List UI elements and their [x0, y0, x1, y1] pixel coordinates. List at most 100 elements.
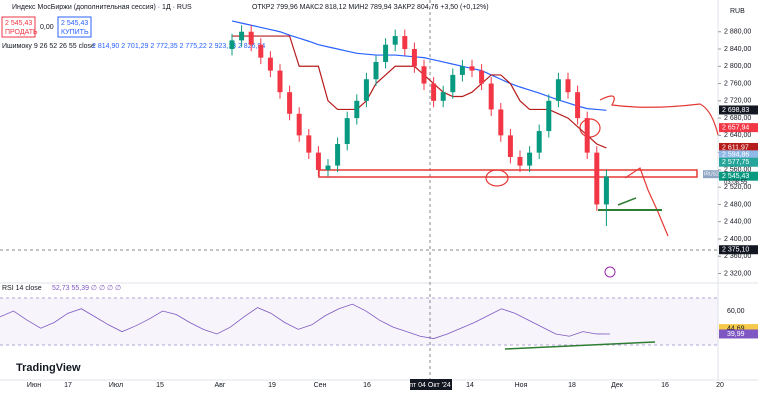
buy-button[interactable]: 2 545,43 КУПИТЬ: [57, 16, 92, 38]
candle-body: [488, 83, 494, 110]
sell-label[interactable]: ПРОДАТЬ: [5, 29, 38, 36]
price-tag: [719, 245, 758, 255]
price-tag-label: 2 545,43: [722, 173, 749, 180]
candle-body: [287, 92, 293, 114]
candle-body: [258, 44, 264, 58]
y-tick-label: 2 880,00: [724, 29, 751, 36]
spread: 0,00: [40, 24, 54, 31]
y-tick-label: 2 320,00: [724, 270, 751, 277]
candle-body: [440, 92, 446, 101]
rsi-trend: [504, 341, 656, 350]
price-tag-label: 2 594,86: [722, 152, 749, 159]
y-tick-label: 2 680,00: [724, 115, 751, 122]
candle-body: [267, 57, 273, 71]
price-tag: [719, 157, 758, 167]
price-tag-label: 2 698,83: [722, 107, 749, 114]
sell-button[interactable]: 2 545,43 ПРОДАТЬ: [1, 16, 38, 38]
title: Индекс МосБиржи (дополнительная сессия) …: [12, 4, 192, 11]
y-tick-label: 2 360,00: [724, 253, 751, 260]
y-tick-label: 2 720,00: [724, 98, 751, 105]
x-tick-label: 20: [716, 382, 724, 389]
countdown: 03:08:55: [724, 180, 748, 186]
x-tick-label: Ноя: [515, 382, 528, 389]
y-tick-label: 2 840,00: [724, 46, 751, 53]
buy-price[interactable]: 2 545,43: [61, 20, 88, 27]
candle-body: [335, 144, 341, 166]
symbol-tag-label: IRUS2: [704, 172, 719, 178]
y-tick-label: 2 400,00: [724, 236, 751, 243]
y-tick-label: 2 760,00: [724, 80, 751, 87]
sell-price[interactable]: 2 545,43: [5, 20, 32, 27]
candle-body: [594, 152, 600, 205]
x-tick-label: Сен: [314, 382, 327, 389]
candle-body: [383, 44, 389, 62]
rsi-tag: [719, 324, 758, 334]
candle-body: [239, 31, 245, 41]
candle-body: [229, 40, 235, 50]
price-tag: [719, 105, 758, 115]
y-tick-label: 2 440,00: [724, 219, 751, 226]
candle-body: [277, 70, 283, 93]
arrow: [617, 197, 637, 206]
buy-box[interactable]: [57, 16, 92, 38]
candle-body: [555, 79, 561, 101]
x-tick-label: 19: [268, 382, 276, 389]
candle-body: [527, 152, 533, 166]
x-tick-label: Авг: [215, 382, 226, 389]
price-tag-label: 2 577,75: [722, 159, 749, 166]
mark-circle: [579, 118, 601, 138]
y-tick-label: 2 640,00: [724, 132, 751, 139]
candle-body: [296, 113, 302, 136]
forecast-arrow: [624, 167, 669, 237]
mark-circle: [485, 169, 509, 187]
candle-body: [469, 66, 475, 71]
buy-label[interactable]: КУПИТЬ: [61, 29, 89, 36]
candle-body: [421, 66, 427, 84]
rsi-tag-label: 60,00: [727, 308, 745, 315]
currency: RUB: [730, 8, 745, 15]
sell-box[interactable]: [1, 16, 36, 38]
rsi-tag-label: 44,69: [727, 325, 745, 332]
y-tick-label: 2 560,00: [724, 167, 751, 174]
x-tick-label: пт 04 Окт '24: [409, 382, 451, 389]
symbol-tag: [703, 170, 719, 179]
x-tick-label: 16: [363, 382, 371, 389]
candle-body: [565, 79, 571, 93]
rsi-values: 52,73 55,39 ∅ ∅ ∅ ∅: [52, 285, 121, 292]
candle-body: [507, 135, 513, 157]
rsi-line: [0, 303, 611, 339]
price-tag: [719, 123, 758, 133]
rsi-label: RSI 14 close: [2, 285, 42, 292]
x-tick-label: Июн: [27, 382, 41, 389]
x-tick-label: 18: [568, 382, 576, 389]
x-tick-label: 15: [156, 382, 164, 389]
candle-body: [546, 100, 552, 132]
crosshair-label-bg: [410, 379, 452, 390]
candle-body: [498, 109, 504, 136]
event-icon: [604, 266, 616, 278]
candle-body: [517, 156, 523, 166]
candle-body: [306, 135, 312, 153]
y-tick-label: 2 800,00: [724, 63, 751, 70]
x-tick-label: Дек: [611, 382, 624, 389]
candle-body: [315, 152, 321, 170]
candle-body: [584, 118, 590, 153]
x-tick-label: Июл: [109, 382, 123, 389]
indicator-values: 2 814,90 2 701,29 2 772,35 2 775,22 2 92…: [92, 43, 265, 50]
price-tag-label: 2 375,10: [722, 247, 749, 254]
x-tick-label: 17: [64, 382, 72, 389]
candle-body: [373, 61, 379, 80]
y-tick-label: 2 520,00: [724, 184, 751, 191]
candle-body: [392, 36, 398, 45]
candle-body: [411, 49, 417, 67]
rsi-band: [0, 298, 718, 345]
candle-body: [344, 118, 350, 144]
price-tag-label: 2 657,94: [722, 124, 749, 131]
candle-body: [536, 131, 542, 153]
candle-body: [402, 36, 408, 50]
x-tick-label: 14: [466, 382, 474, 389]
indicator-label: Ишимоку 9 26 52 26 55 close: [2, 43, 95, 50]
candle-body: [248, 31, 254, 45]
